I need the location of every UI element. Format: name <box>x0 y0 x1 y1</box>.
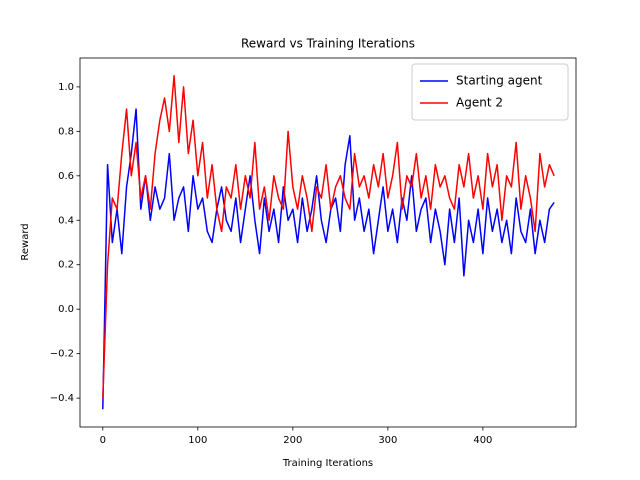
y-tick-label: 0.4 <box>58 215 74 226</box>
x-tick-label: 400 <box>473 435 492 446</box>
y-tick-label: 1.0 <box>58 82 74 93</box>
y-axis-label: Reward <box>20 223 31 260</box>
series-line <box>102 108 555 410</box>
legend-label: Starting agent <box>456 74 543 88</box>
y-tick-label: 0.8 <box>58 126 74 137</box>
legend-label: Agent 2 <box>456 96 503 110</box>
plot-area <box>102 75 555 410</box>
chart-title: Reward vs Training Iterations <box>241 37 415 51</box>
x-axis-label: Training Iterations <box>282 458 373 469</box>
legend-box <box>411 63 569 121</box>
series-line <box>102 75 555 399</box>
y-tick-label: −0.2 <box>50 349 74 360</box>
y-tick-label: 0.2 <box>58 260 74 271</box>
x-tick-label: 100 <box>188 435 207 446</box>
y-tick-label: 0.6 <box>58 171 74 182</box>
x-tick-label: 0 <box>100 435 106 446</box>
x-tick-label: 200 <box>283 435 302 446</box>
y-tick-label: −0.4 <box>50 393 74 404</box>
x-tick-label: 300 <box>378 435 397 446</box>
y-tick-label: 0.0 <box>58 304 74 315</box>
axes-frame <box>79 57 577 428</box>
